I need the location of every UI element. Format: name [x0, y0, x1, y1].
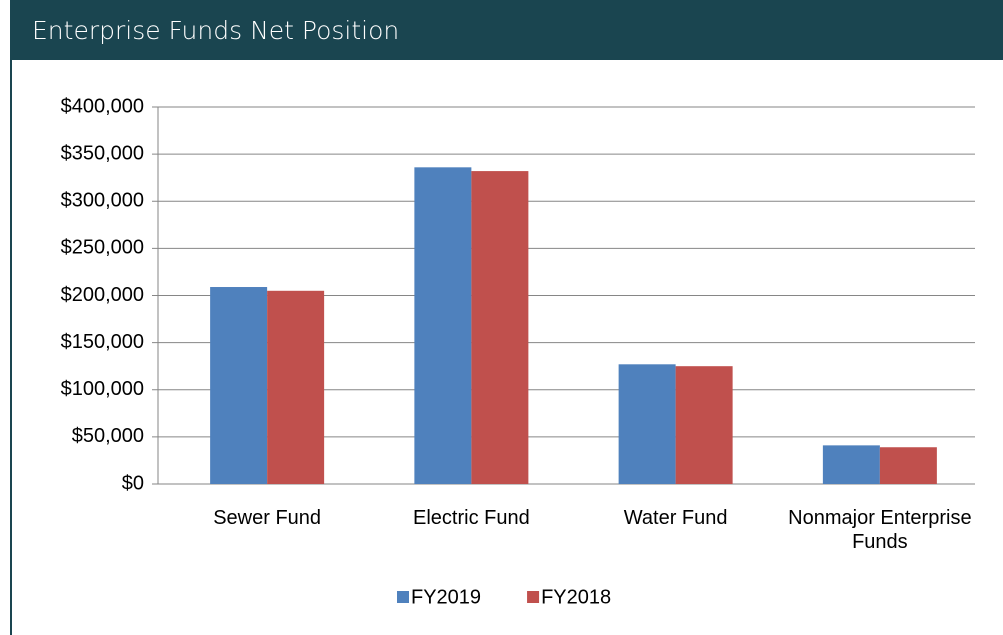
x-tick-label: Sewer Fund — [213, 507, 322, 529]
y-tick-label: $250,000 — [61, 237, 144, 259]
bar — [210, 287, 268, 484]
y-tick-label: $200,000 — [61, 284, 144, 306]
y-tick-label: $350,000 — [61, 142, 144, 164]
panel — [10, 0, 1003, 635]
legend-swatch — [527, 591, 540, 603]
x-tick-label: Nonmajor Enterprise Funds — [788, 507, 972, 553]
x-tick-label: Electric Fund — [413, 507, 530, 529]
y-tick-label: $50,000 — [72, 425, 144, 447]
bar — [471, 171, 529, 484]
y-tick-label: $0 — [122, 472, 144, 494]
bar — [414, 167, 472, 484]
legend-label: FY2019 — [411, 586, 481, 608]
bar — [675, 366, 733, 484]
header: Enterprise Funds Net Position — [10, 0, 1003, 60]
legend-swatch — [397, 591, 409, 603]
bar — [822, 445, 880, 484]
chart-title: Enterprise Funds Net Position — [32, 16, 400, 45]
y-tick-label: $300,000 — [61, 190, 144, 212]
legend-label: FY2018 — [541, 586, 611, 608]
y-tick-label: $100,000 — [61, 378, 144, 400]
y-tick-label: $150,000 — [61, 331, 144, 353]
bar — [267, 290, 325, 484]
x-tick-label: Water Fund — [623, 507, 728, 529]
bar — [879, 447, 937, 484]
bar — [618, 364, 676, 484]
y-tick-label: $400,000 — [61, 95, 144, 117]
